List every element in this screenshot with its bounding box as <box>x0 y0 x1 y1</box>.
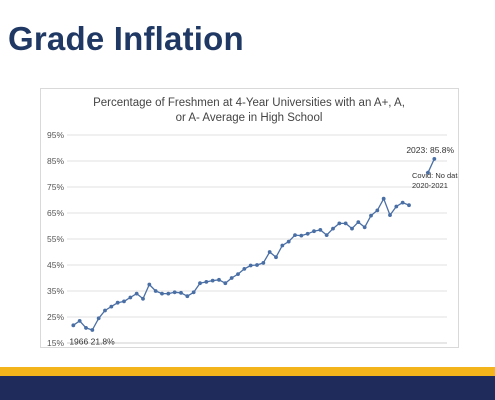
data-point <box>217 277 221 282</box>
data-point <box>394 204 399 209</box>
data-point <box>267 250 272 254</box>
chart-container: Percentage of Freshmen at 4-Year Univers… <box>40 88 459 348</box>
data-point <box>242 267 247 271</box>
data-point <box>305 231 310 236</box>
data-point <box>312 229 316 234</box>
data-markers <box>71 157 437 332</box>
data-point <box>166 291 171 296</box>
data-point <box>172 290 177 295</box>
slide-title: Grade Inflation <box>8 20 244 57</box>
series-line-segment <box>427 158 435 173</box>
data-point <box>96 316 101 321</box>
y-tick-label: 75% <box>47 182 64 192</box>
y-tick-label: 35% <box>47 286 64 296</box>
y-tick-label: 65% <box>47 208 64 218</box>
data-point <box>229 276 234 280</box>
data-point <box>109 304 114 309</box>
data-point <box>204 280 209 284</box>
y-tick-label: 15% <box>47 338 64 347</box>
series-line-segment <box>72 198 410 331</box>
data-point <box>141 296 145 301</box>
y-tick-label: 45% <box>47 260 64 270</box>
annotation-end: 2023: 85.8% <box>406 145 454 155</box>
data-point <box>274 255 278 260</box>
data-point <box>299 233 304 238</box>
data-point <box>198 281 202 286</box>
data-point <box>147 282 152 287</box>
data-point <box>293 233 297 238</box>
data-point <box>388 213 392 217</box>
data-point <box>324 233 329 238</box>
data-point <box>356 220 361 225</box>
data-point <box>426 170 430 175</box>
data-point <box>381 196 386 201</box>
data-point <box>255 263 259 267</box>
data-point <box>90 328 95 332</box>
data-point <box>331 226 335 231</box>
annotation-covid: Covid: No data <box>412 171 458 180</box>
data-point <box>375 208 380 213</box>
chart-title-line-2: or A- Average in High School <box>176 112 323 124</box>
y-tick-label: 55% <box>47 234 64 244</box>
data-point <box>134 291 139 296</box>
annotations: 1966 21.8% 2023: 85.8% Covid: No data2020-… <box>69 145 458 346</box>
data-point <box>236 272 240 276</box>
data-point <box>286 239 291 244</box>
data-point <box>77 319 82 323</box>
data-point <box>122 299 126 304</box>
data-point <box>400 200 405 205</box>
data-point <box>350 226 354 231</box>
y-tick-label: 25% <box>47 312 64 322</box>
grid-lines <box>67 134 447 318</box>
annotation-covid-years: 2020-2021 <box>412 181 448 190</box>
data-point <box>128 295 133 300</box>
data-point <box>160 291 164 296</box>
data-point <box>179 290 183 295</box>
data-point <box>223 281 228 286</box>
axes: 15%25%35%45%55%65%75%85%95%1965197019751… <box>47 130 447 347</box>
footer-gold-band <box>0 367 495 376</box>
data-point <box>318 228 323 232</box>
data-point <box>115 300 120 305</box>
data-point <box>362 225 367 230</box>
data-point <box>248 263 253 268</box>
data-point <box>407 203 411 208</box>
data-point <box>280 243 285 248</box>
data-point <box>369 213 373 218</box>
annotation-start: 1966 21.8% <box>69 336 115 346</box>
data-point <box>153 289 158 293</box>
data-point <box>185 294 190 299</box>
data-point <box>337 221 342 226</box>
data-point <box>191 290 196 295</box>
series-line <box>72 158 435 331</box>
data-point <box>84 326 88 330</box>
data-point <box>103 308 107 313</box>
y-tick-label: 95% <box>47 130 64 140</box>
chart-title-line-1: Percentage of Freshmen at 4-Year Univers… <box>93 97 405 109</box>
data-point <box>71 323 76 328</box>
data-point <box>343 221 348 226</box>
data-point <box>210 278 215 283</box>
y-tick-label: 85% <box>47 156 64 166</box>
data-point <box>261 261 266 265</box>
footer-navy-band <box>0 376 495 400</box>
line-chart: Percentage of Freshmen at 4-Year Univers… <box>47 97 458 347</box>
data-point <box>432 157 437 161</box>
